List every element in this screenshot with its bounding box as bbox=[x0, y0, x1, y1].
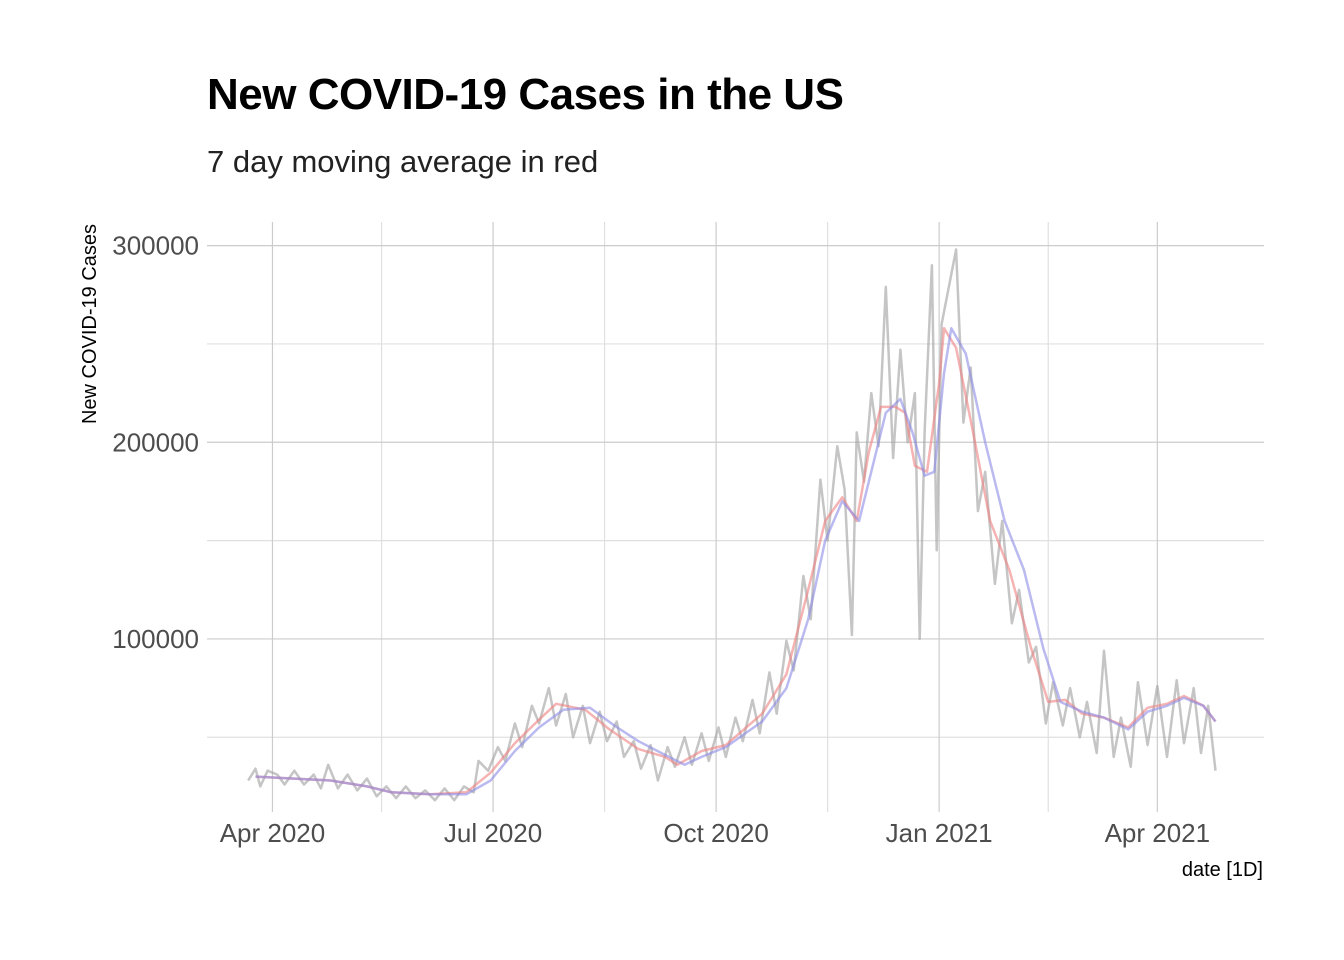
y-axis-label: New COVID-19 Cases bbox=[79, 224, 101, 424]
x-tick-label: Jan 2021 bbox=[886, 818, 993, 848]
x-axis-label: date [1D] bbox=[1182, 859, 1263, 881]
moving-average-7day-line bbox=[255, 326, 1217, 796]
x-tick-label: Oct 2020 bbox=[663, 818, 769, 848]
daily-cases-line bbox=[247, 248, 1217, 802]
chart-series bbox=[247, 248, 1217, 802]
x-tick-label: Jul 2020 bbox=[444, 818, 542, 848]
y-tick-label: 200000 bbox=[112, 427, 199, 457]
y-tick-label: 300000 bbox=[112, 231, 199, 261]
x-tick-label: Apr 2020 bbox=[220, 818, 326, 848]
y-axis-ticks: 100000 200000 300000 bbox=[112, 231, 199, 654]
x-axis-ticks: Apr 2020 Jul 2020 Oct 2020 Jan 2021 Apr 2021 bbox=[220, 818, 1210, 848]
x-tick-label: Apr 2021 bbox=[1105, 818, 1211, 848]
moving-average-long-line bbox=[255, 326, 1217, 796]
chart-title: New COVID-19 Cases in the US bbox=[207, 70, 844, 119]
chart-subtitle: 7 day moving average in red bbox=[207, 144, 599, 179]
y-tick-label: 100000 bbox=[112, 624, 199, 654]
grid-lines bbox=[207, 222, 1264, 812]
